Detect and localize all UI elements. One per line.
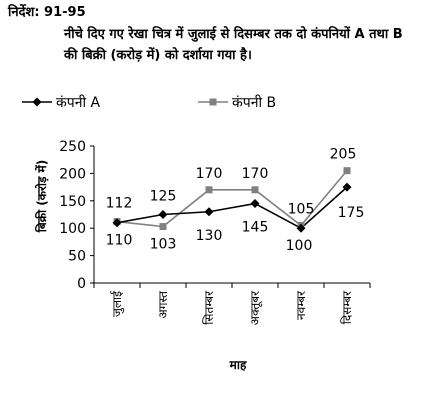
y-tick-label: 200	[59, 166, 86, 182]
x-tick-label: जुलाई	[110, 290, 125, 317]
series-a-point	[296, 223, 306, 233]
y-tick-label: 50	[68, 249, 86, 265]
question-header: निर्देश: 91-95	[8, 5, 86, 20]
legend: कंपनी A कंपनी B	[22, 94, 276, 111]
series-points	[112, 167, 352, 233]
data-label: 125	[150, 189, 177, 205]
data-label: 145	[242, 220, 269, 236]
data-labels: 112 125 170 170 105 205 110 103 130 145 100 175	[106, 147, 365, 255]
x-tick-label: अगस्त	[156, 290, 170, 319]
legend-marker-b	[209, 98, 217, 106]
data-label: 130	[196, 228, 223, 244]
data-label: 170	[196, 166, 223, 182]
data-label: 110	[106, 233, 133, 249]
series-b-point	[159, 223, 167, 231]
data-label: 100	[286, 238, 313, 254]
series-line-0	[116, 186, 348, 230]
y-tick-label: 250	[59, 139, 86, 155]
data-label: 105	[288, 201, 315, 217]
y-tick-label: 0	[77, 276, 86, 292]
y-tick-label: 150	[59, 194, 86, 210]
series-line-1	[116, 170, 348, 228]
x-axis-title: माह	[229, 358, 247, 372]
series-b-point	[251, 186, 259, 194]
x-tick-label: अक्तूबर	[248, 290, 263, 325]
y-tick-label: 100	[59, 221, 86, 237]
series-a-point	[204, 207, 214, 217]
series-a-point	[158, 210, 168, 219]
data-label: 175	[338, 205, 365, 221]
legend-label-a: कंपनी A	[56, 94, 101, 111]
series-a-point	[250, 199, 260, 209]
legend-marker-a	[32, 97, 42, 107]
series-a-point	[112, 218, 122, 228]
series-lines	[116, 170, 348, 230]
data-label: 170	[242, 166, 269, 182]
x-tick-label: दिसम्बर	[340, 290, 354, 324]
series-b-point	[343, 167, 351, 175]
series-b-point	[205, 186, 213, 194]
legend-label-b: कंपनी B	[232, 94, 276, 111]
y-axis-title: बिक्री (करोड़ में)	[35, 160, 49, 233]
data-label: 205	[330, 147, 357, 163]
x-tick-label: नवम्बर	[294, 290, 308, 320]
x-tick-label: सितम्बर	[202, 290, 216, 325]
series-a-point	[342, 182, 352, 192]
question-text: नीचे दिए गए रेखा चित्र में जुलाई से दिसम…	[64, 27, 403, 63]
axes: 0 50 100 150 200 250 जुलाई अगस्त सितम्बर अक्तूबर न…	[59, 139, 371, 325]
data-label: 112	[106, 196, 133, 212]
data-label: 103	[150, 237, 177, 253]
